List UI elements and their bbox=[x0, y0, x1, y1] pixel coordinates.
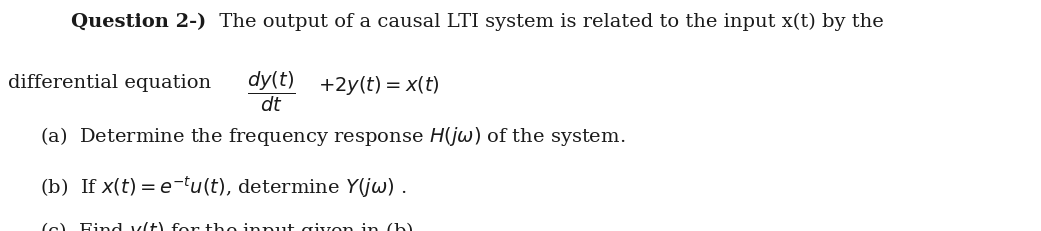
Text: differential equation: differential equation bbox=[8, 74, 211, 92]
Text: (c)  Find $y(t)$ for the input given in (b).: (c) Find $y(t)$ for the input given in (… bbox=[40, 219, 420, 231]
Text: (a)  Determine the frequency response $H(j\omega)$ of the system.: (a) Determine the frequency response $H(… bbox=[40, 125, 625, 148]
Text: $\dfrac{dy(t)}{dt}$: $\dfrac{dy(t)}{dt}$ bbox=[247, 69, 296, 113]
Text: $+ 2y(t) = x(t)$: $+ 2y(t) = x(t)$ bbox=[318, 74, 439, 97]
Text: (b)  If $x(t) = e^{-t}u(t)$, determine $Y(j\omega)$ .: (b) If $x(t) = e^{-t}u(t)$, determine $Y… bbox=[40, 173, 406, 199]
Text: The output of a causal LTI system is related to the input x(t) by the: The output of a causal LTI system is rel… bbox=[213, 13, 884, 31]
Text: Question 2-): Question 2-) bbox=[71, 13, 206, 31]
